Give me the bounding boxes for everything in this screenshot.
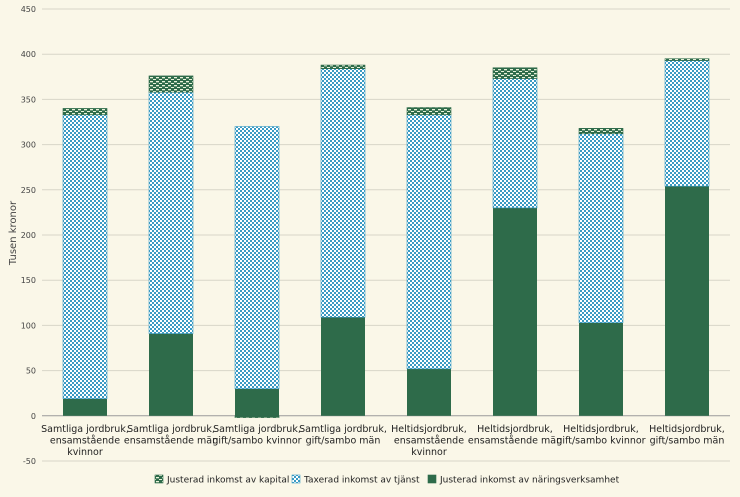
x-tick-label: Heltidsjordbruk, ensamstående män (468, 424, 562, 447)
bar-segment-series-0 (63, 398, 107, 416)
bar-segment-series-0 (493, 207, 537, 416)
bar-segment-series-2 (234, 415, 280, 418)
bar-segment-series-1 (320, 68, 366, 318)
x-tick-label: Samtliga jordbruk, ensamstående kvinnor (41, 424, 129, 458)
bar-segment-series-2 (492, 67, 538, 79)
x-tick-label: Samtliga jordbruk, ensamstående män (124, 424, 218, 447)
bar-segment-series-1 (62, 114, 108, 399)
y-tick-label: 300 (21, 141, 36, 150)
x-tick-label: Samtliga jordbruk, gift/sambo kvinnor (212, 424, 301, 447)
bar-segment-series-1 (578, 133, 624, 323)
legend-swatch (291, 474, 301, 484)
y-tick-label: 250 (21, 186, 36, 195)
bar-segment-series-2 (62, 108, 108, 116)
y-tick-label: 0 (31, 412, 36, 421)
legend-label: Justerad inkomst av kapital (166, 476, 289, 486)
y-tick-label: -50 (23, 457, 36, 466)
legend-swatch (427, 474, 437, 484)
bar-segment-series-0 (407, 368, 451, 416)
y-tick-label: 50 (26, 367, 36, 376)
x-tick-label: Heltidsjordbruk, gift/sambo kvinnor (556, 424, 645, 447)
legend: Justerad inkomst av kapital Taxerad inkom… (154, 474, 620, 486)
y-tick-label: 400 (21, 50, 36, 59)
x-tick-label: Heltidsjordbruk, gift/sambo män (649, 424, 725, 447)
legend-label: Taxerad inkomst av tjänst (303, 476, 420, 486)
bar-segment-series-2 (148, 75, 194, 93)
y-tick-label: 450 (21, 5, 36, 14)
y-tick-label: 100 (21, 321, 36, 330)
bar-segment-series-2 (578, 128, 624, 135)
bar-segment-series-2 (406, 107, 452, 116)
x-tick-label: Heltidsjordbruk, ensamstående kvinnor (391, 424, 467, 458)
gridlines (42, 8, 730, 462)
bar-segment-series-0 (321, 317, 365, 416)
bar-segment-series-1 (664, 60, 710, 187)
y-tick-labels: -50 0 50 100 150 200 250 300 350 400 450 (21, 5, 36, 466)
bar-segment-series-2 (320, 64, 366, 69)
y-tick-label: 350 (21, 95, 36, 104)
x-tick-label: Samtliga jordbruk, gift/sambo män (299, 424, 387, 447)
bar-segment-series-1 (148, 91, 194, 334)
bar-segment-series-0 (579, 322, 623, 416)
y-tick-label: 150 (21, 276, 36, 285)
x-tick-labels: Samtliga jordbruk, ensamstående kvinnorSam… (41, 424, 725, 458)
bar-segment-series-2 (664, 58, 710, 61)
bars (62, 58, 710, 418)
bar-segment-series-1 (406, 114, 452, 370)
y-tick-label: 200 (21, 231, 36, 240)
bar-segment-series-0 (235, 388, 279, 416)
bar-segment-series-1 (492, 78, 538, 209)
y-axis-label: Tusen kronor (8, 200, 19, 266)
bar-segment-series-0 (665, 186, 709, 416)
legend-swatch (154, 474, 164, 484)
bar-segment-series-1 (234, 126, 280, 389)
legend-label: Justerad inkomst av näringsverksamhet (439, 476, 620, 486)
bar-segment-series-0 (149, 333, 193, 416)
